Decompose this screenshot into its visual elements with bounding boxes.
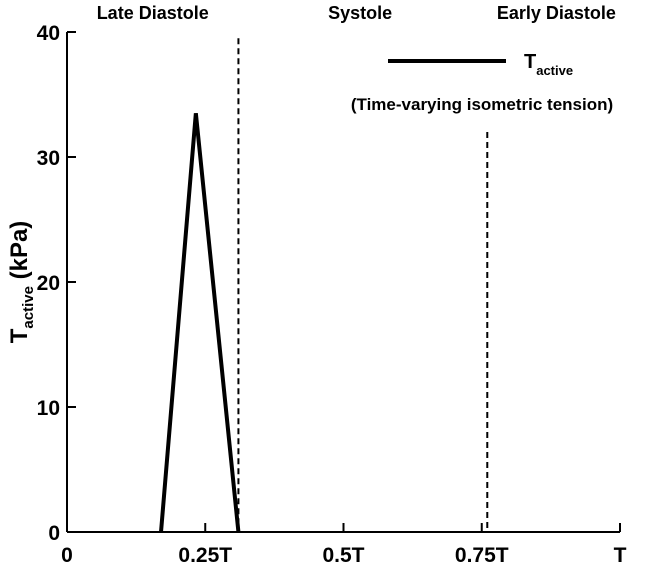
ylabel-main: T: [6, 328, 33, 343]
y-tick-label: 30: [37, 147, 60, 170]
y-axis-label: Tactive (kPa): [6, 221, 37, 344]
phase-label: Systole: [328, 3, 392, 23]
legend-sub: active: [536, 63, 573, 78]
ylabel-unit: (kPa): [6, 221, 33, 286]
phase-labels: Late Diastole Systole Early Diastole: [97, 3, 616, 23]
y-tick-label: 20: [37, 272, 60, 295]
series-line: [159, 113, 241, 533]
annotation: (Time-varying isometric tension): [351, 95, 613, 114]
phase-label: Late Diastole: [97, 3, 209, 23]
series-group: [159, 113, 241, 533]
legend: Tactive: [388, 51, 573, 78]
y-ticks: 0 10 20 30 40: [37, 22, 76, 545]
ylabel-sub: active: [20, 286, 37, 329]
y-tick-label: 0: [48, 522, 60, 545]
legend-label: Tactive: [524, 51, 573, 78]
y-tick-label: 40: [37, 22, 60, 45]
x-tick-label: T: [614, 544, 627, 567]
x-tick-label: 0.5T: [322, 544, 364, 567]
phase-dividers: [237, 38, 489, 532]
x-tick-label: 0.25T: [178, 544, 232, 567]
x-ticks: 0 0.25T 0.5T 0.75T T: [61, 523, 627, 567]
x-tick-label: 0: [61, 544, 73, 567]
legend-main: T: [524, 51, 536, 73]
x-tick-label: 0.75T: [455, 544, 509, 567]
y-tick-label: 10: [37, 397, 60, 420]
phase-label: Early Diastole: [497, 3, 616, 23]
